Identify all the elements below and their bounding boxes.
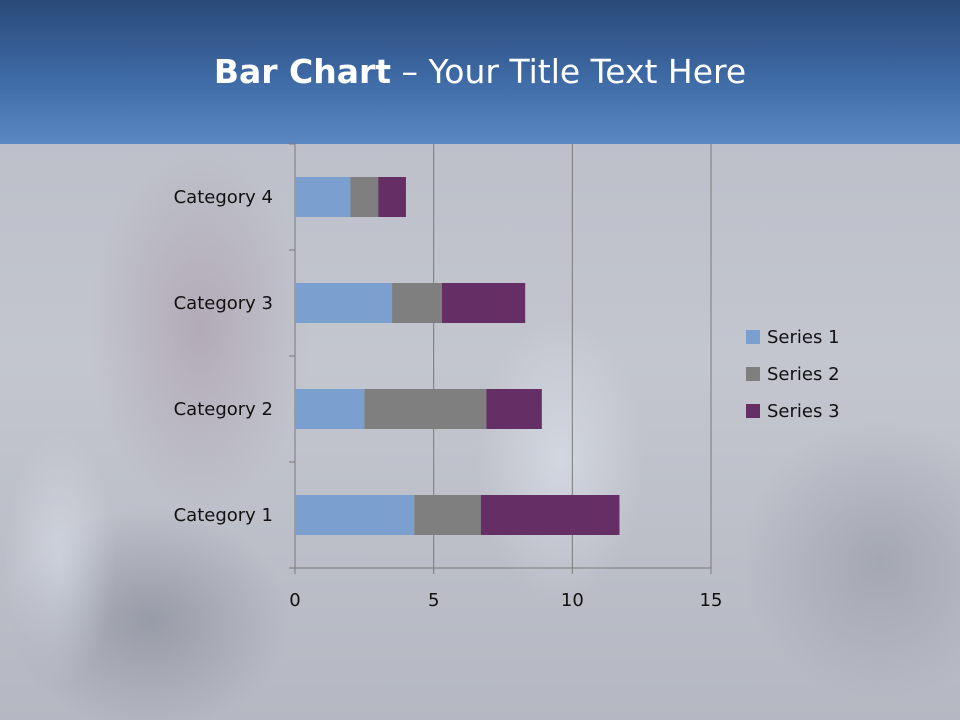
bar-series-2	[350, 177, 379, 217]
slide-title: Bar Chart – Your Title Text Here	[0, 52, 960, 91]
legend-label: Series 3	[767, 401, 840, 422]
bar-series-2	[414, 495, 481, 535]
title-banner	[0, 0, 960, 144]
bar-series-1	[295, 495, 415, 535]
x-tick-label: 0	[289, 590, 300, 611]
x-tick-label: 10	[561, 590, 584, 611]
category-label: Category 1	[174, 505, 273, 526]
legend-label: Series 1	[767, 327, 840, 348]
bar-series-3	[480, 495, 620, 535]
title-rest: – Your Title Text Here	[391, 52, 747, 91]
category-label: Category 3	[174, 293, 273, 314]
bar-series-1	[295, 389, 365, 429]
bar-series-2	[364, 389, 487, 429]
legend-swatch	[746, 367, 760, 381]
bar-series-3	[486, 389, 542, 429]
x-tick-label: 15	[700, 590, 723, 611]
bar-series-1	[295, 283, 393, 323]
bar-series-1	[295, 177, 351, 217]
legend-label: Series 2	[767, 364, 840, 385]
category-label: Category 4	[174, 187, 273, 208]
title-bold: Bar Chart	[213, 52, 392, 91]
legend-swatch	[746, 330, 760, 344]
category-label: Category 2	[174, 399, 273, 420]
bar-series-3	[441, 283, 526, 323]
legend-swatch	[746, 404, 760, 418]
bar-series-2	[392, 283, 442, 323]
bar-series-3	[378, 177, 406, 217]
x-tick-label: 5	[428, 590, 439, 611]
